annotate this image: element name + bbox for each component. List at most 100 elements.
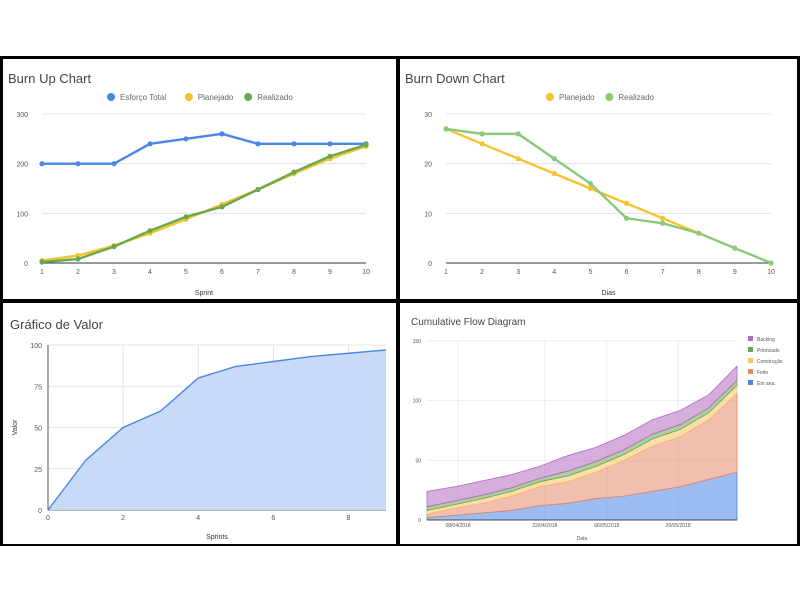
x-tick-label: 6 <box>625 269 629 276</box>
burn-down-chart-svg: 0 10 20 30 1 2 3 4 5 6 7 8 9 10 Dias Planejado Realizado <box>424 93 775 297</box>
x-axis-label: Data <box>577 536 588 542</box>
data-point <box>515 131 521 137</box>
x-tick-label: 6 <box>271 515 275 522</box>
data-point <box>479 141 485 147</box>
x-axis-label: Dias <box>601 290 616 297</box>
x-tick-label: 4 <box>148 269 152 276</box>
x-tick-label: 22/04/2018 <box>532 523 557 529</box>
legend-label: Planejado <box>559 93 595 102</box>
data-point <box>768 260 774 266</box>
legend-marker <box>184 93 193 101</box>
legend-marker <box>244 93 253 101</box>
data-point <box>479 131 485 137</box>
value-chart-panel: Gráfico de Valor 0 25 50 75 100 0 2 4 6 8 Sprints V… <box>3 303 396 544</box>
x-tick-label: 2 <box>76 269 80 276</box>
data-point <box>111 244 117 250</box>
data-point <box>623 200 630 206</box>
data-point <box>696 230 702 236</box>
legend-marker <box>546 93 554 101</box>
legend-marker <box>748 347 753 352</box>
y-tick-label: 50 <box>34 426 42 433</box>
y-tick-label: 10 <box>424 211 432 218</box>
value-line <box>47 349 387 511</box>
data-point <box>291 169 297 175</box>
y-tick-label: 30 <box>424 112 432 119</box>
y-tick-label: 300 <box>16 112 28 119</box>
data-point <box>732 245 738 251</box>
x-tick-label: 0 <box>46 515 50 522</box>
data-point <box>660 215 666 221</box>
x-tick-label: 10 <box>362 269 370 276</box>
data-point <box>551 171 557 177</box>
x-tick-label: 9 <box>328 269 332 276</box>
x-tick-label: 8 <box>697 269 701 276</box>
value-area <box>48 349 386 510</box>
data-point <box>255 186 261 193</box>
y-tick-label: 20 <box>424 162 432 169</box>
legend-label: Realizado <box>618 93 654 102</box>
value-chart-svg: 0 25 50 75 100 0 2 4 6 8 Sprints Valor <box>12 343 387 541</box>
data-point <box>327 153 333 159</box>
y-axis-label: Valor <box>12 419 19 435</box>
legend-label: Construção <box>757 359 783 365</box>
legend-label: Feito <box>757 370 768 376</box>
x-axis-label: Sprints <box>206 534 228 541</box>
data-point <box>39 259 45 265</box>
data-point <box>183 136 189 142</box>
x-tick-label: 3 <box>112 269 116 276</box>
chart-title: Burn Down Chart <box>405 71 505 86</box>
legend-label: Esforço Total <box>120 93 166 102</box>
legend-marker <box>748 358 753 363</box>
x-tick-label: 8 <box>346 515 350 522</box>
x-tick-label: 8 <box>292 269 296 276</box>
x-tick-label: 5 <box>588 269 592 276</box>
data-point <box>327 141 333 147</box>
legend-label: Backlog <box>757 337 775 343</box>
legend-marker <box>748 380 753 385</box>
y-tick-label: 0 <box>428 261 432 268</box>
data-point <box>75 161 81 167</box>
x-tick-label: 2 <box>121 515 125 522</box>
y-tick-label: 100 <box>30 343 42 350</box>
x-tick-label: 7 <box>661 269 665 276</box>
data-point <box>587 180 594 187</box>
series-line <box>445 127 772 265</box>
data-point <box>515 156 521 162</box>
data-point <box>219 131 225 137</box>
x-tick-label: 4 <box>196 515 200 522</box>
x-tick-label: 5 <box>184 269 188 276</box>
x-tick-label: 20/05/2018 <box>666 523 691 529</box>
chart-title: Cumulative Flow Diagram <box>411 317 526 328</box>
y-tick-label: 100 <box>16 211 28 218</box>
x-tick-label: 1 <box>444 269 448 276</box>
data-point <box>623 215 630 221</box>
legend-marker <box>605 93 614 101</box>
data-point <box>587 185 594 192</box>
x-axis-label: Sprint <box>195 290 213 297</box>
stacked-area <box>426 365 738 508</box>
x-tick-label: 06/05/2018 <box>594 523 619 529</box>
x-tick-label: 10 <box>767 269 775 276</box>
burn-up-chart-svg: 0 100 200 300 1 2 3 4 5 6 7 8 9 10 Sprint Esforço Total… <box>16 93 370 297</box>
legend-label: Realizado <box>257 93 293 102</box>
burn-up-chart-panel: Burn Up Chart 0 100 200 300 1 2 3 4 5 6 7 8 9 10 Sprin… <box>3 59 396 299</box>
x-tick-label: 9 <box>733 269 737 276</box>
burn-down-chart-panel: Burn Down Chart 0 10 20 30 1 2 3 4 5 6 7 8 9 10 Dias Pl… <box>400 59 797 299</box>
data-point <box>255 141 261 147</box>
x-tick-label: 1 <box>40 269 44 276</box>
legend-label: Em ana. <box>757 381 776 387</box>
chart-title: Gráfico de Valor <box>10 317 103 332</box>
legend-label: Planejado <box>198 93 234 102</box>
legend-marker <box>748 369 753 374</box>
y-tick-label: 0 <box>418 518 421 524</box>
y-tick-label: 50 <box>415 458 421 464</box>
data-point <box>75 256 81 262</box>
legend-marker <box>748 336 753 341</box>
y-tick-label: 200 <box>16 162 28 169</box>
data-point <box>147 141 153 147</box>
data-point <box>551 156 557 162</box>
y-tick-label: 100 <box>413 399 422 405</box>
data-point <box>363 142 369 148</box>
y-tick-label: 75 <box>34 384 42 391</box>
data-point <box>39 161 45 167</box>
